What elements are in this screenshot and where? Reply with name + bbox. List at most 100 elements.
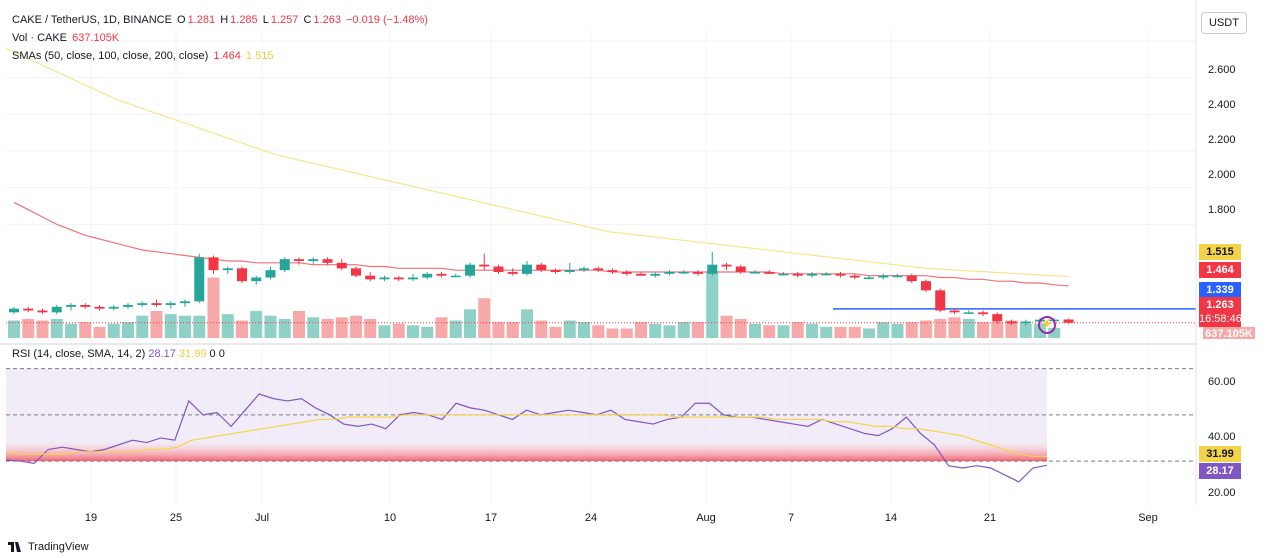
candle-body (379, 277, 390, 280)
volume-bar (250, 310, 263, 338)
volume-bar (806, 323, 818, 338)
candle-body (1063, 319, 1074, 323)
tradingview-logo-icon (8, 542, 21, 552)
volume-bar (264, 315, 277, 338)
volume-bar (150, 310, 163, 338)
candle-body (465, 264, 475, 276)
price-tick: 2.600 (1208, 64, 1236, 76)
candle-body (764, 272, 775, 274)
sma100-value: 1.464 (213, 50, 241, 62)
sma200-tag: 1.515 (1199, 244, 1241, 260)
candle-body (450, 275, 461, 278)
candle-body (636, 273, 646, 276)
volume-bar (79, 322, 92, 338)
candle-body (393, 277, 404, 280)
price-tag: 1.263 (1199, 297, 1241, 313)
candle-body (422, 273, 433, 278)
sma100-line (13, 201, 1069, 287)
candle-body (37, 310, 48, 313)
volume-bar (649, 323, 662, 338)
candle-body (593, 268, 604, 271)
volume-legend: Vol · CAKE 637.105K (12, 32, 121, 44)
volume-bar (948, 317, 961, 338)
rsi-tick: 60.00 (1208, 376, 1236, 388)
candle-body (778, 273, 789, 276)
candle-body (621, 272, 632, 274)
candle-body (579, 268, 589, 271)
candle-body (792, 273, 803, 276)
volume-bar (734, 318, 747, 338)
rsi-sma-value: 31.99 (178, 348, 207, 360)
header-legend: CAKE / TetherUS, 1D, BINANCE O 1.281 H 1.2… (12, 14, 430, 26)
candle-body (9, 308, 19, 313)
volume-bar (364, 318, 377, 338)
candle-body (963, 312, 974, 314)
candle-body (522, 264, 532, 274)
volume-bar (763, 325, 776, 338)
candle-body (664, 272, 675, 274)
volume-bar (65, 323, 77, 338)
candle-body (66, 305, 76, 307)
candle-body (351, 268, 361, 276)
candle-body (564, 270, 575, 272)
candle-body (607, 270, 618, 272)
candle-body (208, 257, 219, 271)
open-value: 1.281 (187, 14, 216, 26)
candles (9, 251, 1074, 326)
rsi-line (5, 393, 1048, 483)
close-value: 1.263 (313, 14, 341, 26)
currency-button[interactable]: USDT (1201, 12, 1247, 34)
candle-body (265, 270, 276, 278)
sma-label: SMAs (50, close, 100, close, 200, close) (12, 50, 209, 62)
volume-bar (563, 320, 576, 338)
oversold-zone (6, 437, 1047, 462)
sma100-tag: 1.464 (1199, 262, 1241, 278)
candle-body (137, 303, 148, 305)
candle-body (80, 305, 91, 307)
candle-body (436, 273, 447, 276)
time-tick: 19 (84, 512, 98, 524)
lightning-icon[interactable]: ⚡ (1038, 316, 1056, 334)
low-value: 1.257 (270, 14, 299, 26)
symbol-label: CAKE / TetherUS, 1D, BINANCE (12, 14, 172, 26)
volume-bar (122, 322, 134, 338)
volume-bar (820, 326, 833, 338)
volume-bar (478, 298, 491, 338)
price-tick: 1.800 (1208, 204, 1236, 216)
candle-body (308, 259, 319, 261)
candle-body (1006, 321, 1017, 324)
volume-bar (207, 277, 220, 338)
candle-body (408, 277, 418, 280)
volume-bar (706, 271, 719, 338)
vol-value: 637.105K (72, 32, 120, 44)
volume-bar (891, 323, 904, 338)
candle-body (237, 268, 247, 282)
candle-body (536, 264, 547, 271)
volume-bar (720, 315, 733, 338)
candle-body (906, 275, 917, 282)
volume-bar (749, 323, 761, 338)
volume-bar (962, 318, 975, 338)
open-label: O (177, 14, 186, 26)
candle-body (180, 301, 190, 304)
price-tick: 2.400 (1208, 99, 1236, 111)
volume-bar (692, 322, 704, 338)
time-tick: 21 (983, 512, 997, 524)
candle-body (892, 275, 903, 278)
time-tick: 14 (884, 512, 898, 524)
volume-bar (1005, 320, 1018, 338)
candle-body (251, 277, 262, 282)
volume-bar (335, 317, 348, 338)
volume-bar (635, 322, 647, 338)
volume-bar (464, 309, 476, 338)
rsi-tick: 40.00 (1208, 431, 1236, 443)
vol-label: Vol · CAKE (12, 32, 68, 44)
volume-bar (905, 322, 918, 338)
volume-tag: 637.105K (1203, 327, 1255, 339)
countdown-tag: 16:58:46 (1199, 311, 1242, 327)
price-tick: 2.200 (1208, 134, 1236, 146)
volume-bar (920, 320, 932, 338)
brand[interactable]: TradingView (8, 541, 89, 553)
hline-tag: 1.339 (1199, 282, 1241, 298)
